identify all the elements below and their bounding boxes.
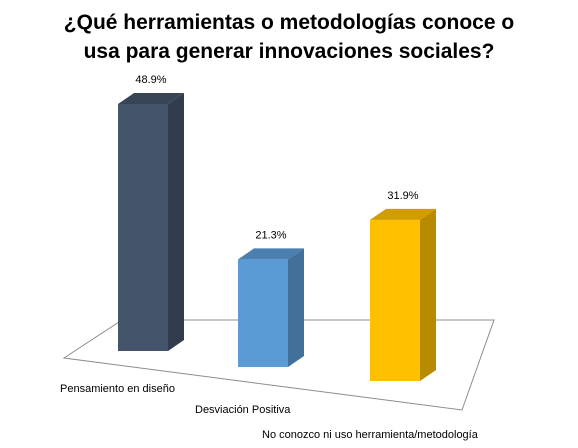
bar-side-face bbox=[288, 248, 304, 367]
data-label: 48.9% bbox=[135, 74, 166, 86]
bar-1 bbox=[118, 93, 184, 352]
category-tick-label: Desviación Positiva bbox=[195, 404, 291, 416]
bar-top-face bbox=[370, 208, 436, 220]
bar-front-face bbox=[118, 104, 168, 352]
bar-top-face bbox=[238, 248, 304, 260]
bar-2 bbox=[238, 248, 304, 367]
data-label: 31.9% bbox=[387, 190, 418, 202]
category-tick-label: Pensamiento en diseño bbox=[60, 383, 175, 395]
bar-side-face bbox=[168, 93, 184, 352]
bar-side-face bbox=[420, 208, 436, 381]
bar-3 bbox=[370, 208, 436, 381]
bar-top-face bbox=[118, 93, 184, 105]
bar-front-face bbox=[370, 219, 420, 381]
category-tick-label: No conozco ni uso herramienta/metodologí… bbox=[262, 429, 479, 441]
chart-title: ¿Qué herramientas o metodologías conoce … bbox=[63, 11, 515, 63]
data-label: 21.3% bbox=[255, 229, 286, 241]
bar-front-face bbox=[238, 259, 288, 367]
